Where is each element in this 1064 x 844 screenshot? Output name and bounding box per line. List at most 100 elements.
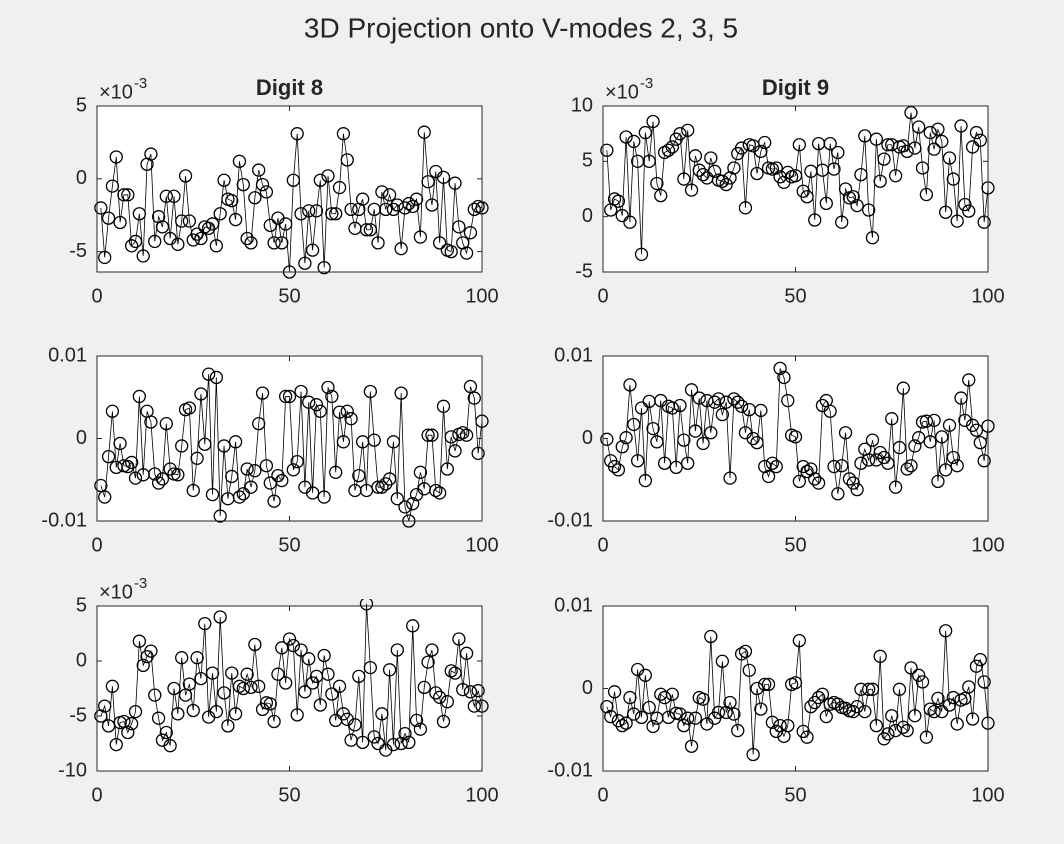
data-point (773, 361, 787, 376)
data-point (282, 389, 297, 404)
data-point (94, 478, 108, 493)
data-point (634, 247, 649, 261)
data-point (144, 415, 158, 429)
data-point (421, 655, 435, 669)
data-point (240, 667, 254, 681)
data-point (286, 173, 301, 187)
data-point (167, 681, 181, 696)
data-point (811, 690, 826, 705)
data-point (854, 167, 868, 182)
data-point (615, 208, 629, 223)
data-point (101, 449, 116, 464)
data-point (205, 666, 220, 680)
data-point (436, 714, 451, 729)
data-point (950, 717, 964, 731)
data-point (332, 180, 347, 195)
data-point (382, 472, 397, 486)
data-point (869, 718, 883, 733)
data-point (900, 723, 914, 738)
data-point (607, 685, 622, 699)
data-point (654, 188, 668, 203)
data-point (329, 465, 343, 479)
data-point (382, 663, 397, 677)
data-point (950, 214, 964, 228)
data-point (850, 482, 864, 497)
data-point (148, 688, 162, 702)
data-point (831, 487, 845, 501)
data-point (927, 704, 941, 719)
data-point (731, 723, 745, 738)
data-point (935, 704, 949, 719)
data-point (394, 386, 408, 400)
data-point (248, 191, 262, 205)
data-point (688, 424, 703, 438)
data-point (935, 134, 949, 149)
data-point (124, 239, 139, 253)
data-point (471, 684, 485, 698)
x-tick-label: 50 (784, 285, 806, 307)
data-point (623, 215, 637, 229)
data-point (935, 430, 949, 444)
data-point (236, 681, 250, 696)
data-point (615, 440, 629, 454)
data-point (398, 500, 412, 514)
data-point (896, 720, 910, 734)
y-tick-label: 5 (76, 594, 87, 616)
data-point (244, 480, 258, 494)
data-point (754, 144, 768, 159)
plot-area (600, 105, 995, 261)
data-point (406, 619, 420, 633)
y-tick-label: 0 (582, 205, 593, 227)
data-point (765, 456, 780, 470)
data-point (731, 395, 745, 409)
data-point (286, 638, 301, 653)
data-point (607, 459, 622, 474)
data-point (627, 417, 641, 432)
data-point (923, 125, 937, 140)
data-point (121, 188, 135, 202)
data-point (124, 717, 139, 731)
data-point (429, 686, 443, 700)
data-point (278, 676, 293, 690)
data-point (815, 687, 830, 701)
data-point (865, 433, 880, 447)
data-point (912, 120, 926, 134)
data-point (267, 236, 281, 250)
data-point (467, 699, 481, 713)
data-point (623, 690, 637, 705)
data-point (715, 174, 729, 188)
data-point (885, 709, 899, 723)
data-point (792, 138, 806, 152)
data-point (734, 647, 749, 661)
data-point (873, 649, 887, 663)
x-tick-label: 100 (971, 534, 1004, 556)
data-point (792, 474, 806, 489)
data-point (750, 681, 764, 696)
plot-area (94, 367, 489, 528)
data-point (371, 736, 385, 751)
data-point (650, 435, 664, 449)
data-point (432, 690, 447, 704)
data-point (962, 204, 976, 218)
y-tick-label: 0.01 (554, 594, 593, 616)
data-point (436, 170, 451, 185)
data-point (746, 747, 760, 762)
data-point (792, 634, 806, 648)
data-point (182, 677, 197, 691)
y-tick-label: 0 (76, 649, 87, 671)
data-point (927, 142, 941, 156)
plot-area (600, 624, 995, 762)
data-point (942, 151, 957, 165)
data-point (332, 405, 347, 419)
data-point (286, 463, 301, 477)
data-point (456, 426, 470, 440)
data-point (421, 175, 435, 189)
x-tick-label: 50 (278, 534, 300, 556)
y-tick-label: -0.01 (547, 509, 593, 531)
data-point (684, 183, 699, 197)
data-point (232, 490, 247, 504)
data-point (132, 634, 147, 648)
data-point (463, 685, 478, 699)
data-point (969, 659, 984, 673)
